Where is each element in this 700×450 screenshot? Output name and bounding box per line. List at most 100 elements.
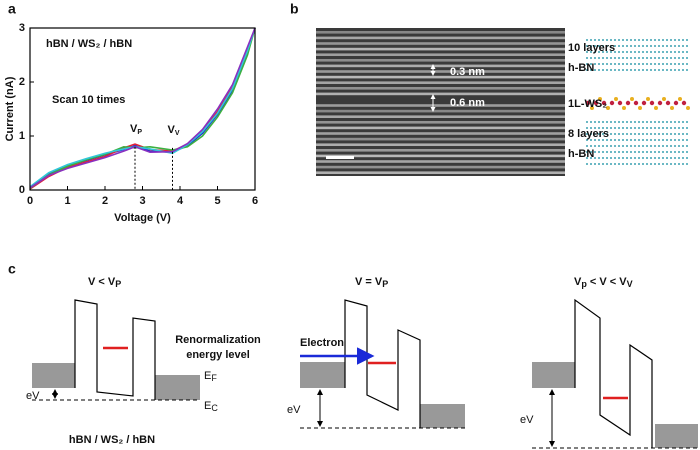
fermi-label: EF bbox=[204, 370, 217, 383]
diagram-title-part: p bbox=[581, 279, 587, 289]
lattice-fringe bbox=[316, 53, 565, 56]
lattice-fringe bbox=[316, 64, 565, 68]
electrode bbox=[420, 404, 465, 428]
diagram-title-part: < V < V bbox=[587, 276, 627, 288]
tem-image bbox=[316, 28, 565, 176]
spacing-label: 0.3 nm bbox=[450, 66, 485, 78]
s-atom bbox=[630, 97, 634, 101]
electrode bbox=[655, 424, 698, 448]
w-atom bbox=[681, 100, 687, 106]
lattice-fringe bbox=[316, 115, 565, 118]
lattice-fringe bbox=[316, 149, 565, 152]
diagram-title-part: V = V bbox=[355, 276, 383, 288]
s-atom bbox=[678, 97, 682, 101]
layer-label: 1L-WS₂ bbox=[568, 98, 607, 110]
w-atom bbox=[617, 100, 623, 106]
w-atom bbox=[649, 100, 655, 106]
x-tick-label: 6 bbox=[252, 195, 258, 207]
lattice-fringe bbox=[316, 109, 565, 113]
barrier bbox=[74, 299, 156, 400]
data-line bbox=[29, 27, 256, 189]
marker-label: VP bbox=[130, 123, 142, 136]
bias-label: eV bbox=[287, 404, 301, 416]
conduction-label-part: C bbox=[211, 403, 218, 413]
s-atom bbox=[646, 97, 650, 101]
marker-label: VV bbox=[168, 124, 180, 137]
barrier bbox=[344, 299, 421, 428]
panel-label: b bbox=[290, 1, 299, 17]
layer-label: h-BN bbox=[568, 62, 594, 74]
y-tick-label: 2 bbox=[19, 76, 25, 88]
lattice-fringe bbox=[316, 87, 565, 90]
s-atom bbox=[670, 106, 674, 110]
s-atom bbox=[606, 106, 610, 110]
s-atom bbox=[614, 97, 618, 101]
x-tick-label: 0 bbox=[27, 195, 33, 207]
annotation: Scan 10 times bbox=[52, 94, 125, 106]
w-atom bbox=[665, 100, 671, 106]
diagram-title-part: V < V bbox=[88, 276, 116, 288]
marker-label-part: V bbox=[175, 130, 180, 137]
barrier bbox=[574, 298, 653, 448]
s-atom bbox=[686, 106, 690, 110]
s-atom bbox=[638, 106, 642, 110]
scale-bar bbox=[326, 156, 354, 159]
x-tick-label: 4 bbox=[177, 195, 184, 207]
lattice-fringe bbox=[316, 121, 565, 124]
w-atom bbox=[657, 100, 663, 106]
y-tick-label: 0 bbox=[19, 184, 25, 196]
lattice-fringe bbox=[316, 42, 565, 45]
w-atom bbox=[609, 100, 615, 106]
w-atom bbox=[601, 100, 607, 106]
layer-label: h-BN bbox=[568, 148, 594, 160]
bias-label: eV bbox=[520, 414, 534, 426]
w-atom bbox=[625, 100, 631, 106]
marker-label-part: P bbox=[137, 129, 142, 136]
lattice-fringe bbox=[316, 31, 565, 34]
lattice-fringe bbox=[316, 154, 565, 158]
s-atom bbox=[662, 97, 666, 101]
note: energy level bbox=[186, 349, 250, 361]
annotation: hBN / WS₂ / hBN bbox=[46, 38, 132, 50]
data-line bbox=[29, 27, 256, 190]
data-line bbox=[29, 27, 256, 188]
x-tick-label: 3 bbox=[139, 195, 145, 207]
s-atom bbox=[598, 97, 602, 101]
y-axis-label: Current (nA) bbox=[4, 76, 16, 141]
w-atom bbox=[641, 100, 647, 106]
lattice-fringe bbox=[316, 36, 565, 40]
lattice-fringe bbox=[316, 143, 565, 146]
lattice-fringe bbox=[316, 104, 565, 107]
lattice-fringe bbox=[316, 126, 565, 130]
lattice-fringe bbox=[316, 171, 565, 174]
panel-label: c bbox=[8, 261, 16, 277]
atomic-schematic bbox=[585, 39, 690, 165]
layer-label: 10 layers bbox=[568, 42, 615, 54]
lattice-fringe bbox=[316, 47, 565, 51]
diagram-title-part: V bbox=[627, 279, 633, 289]
fermi-label-part: E bbox=[204, 370, 211, 382]
diagram-title-part: P bbox=[382, 279, 388, 289]
w-atom bbox=[593, 100, 599, 106]
x-axis-label: Voltage (V) bbox=[114, 212, 171, 224]
diagram-title: V < VP bbox=[88, 276, 121, 289]
lattice-fringe bbox=[316, 137, 565, 141]
stack-label: hBN / WS₂ / hBN bbox=[69, 434, 155, 446]
electrode bbox=[300, 362, 345, 388]
electrode bbox=[32, 363, 75, 388]
diagram-title: Vp < V < VV bbox=[574, 276, 633, 289]
s-atom bbox=[590, 106, 594, 110]
lattice-fringe bbox=[316, 75, 565, 79]
electron-label: Electron bbox=[300, 337, 344, 349]
lattice-fringe bbox=[316, 59, 565, 62]
w-atom bbox=[585, 100, 591, 106]
layer-label: 8 layers bbox=[568, 128, 609, 140]
y-tick-label: 1 bbox=[19, 130, 25, 142]
fermi-label-part: F bbox=[211, 373, 217, 383]
band-diagrams bbox=[32, 298, 698, 449]
lattice-fringe bbox=[316, 92, 565, 96]
marker-label-part: V bbox=[168, 124, 176, 136]
y-tick-label: 3 bbox=[19, 22, 25, 34]
electrode bbox=[532, 362, 575, 388]
